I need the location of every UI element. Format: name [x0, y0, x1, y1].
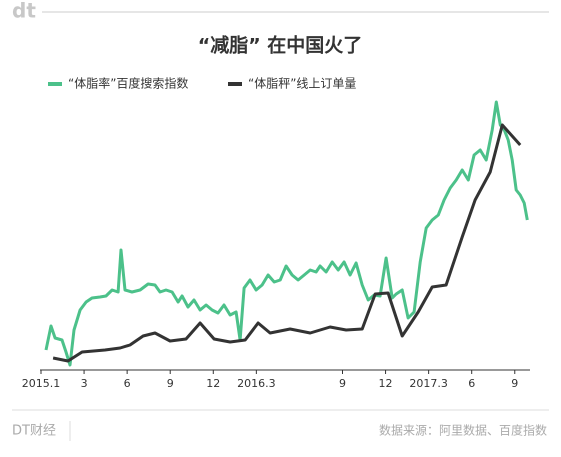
x-tick-label: 2017.3 — [409, 377, 448, 390]
series-line — [44, 100, 529, 367]
x-tick-label: 2015.1 — [22, 377, 61, 390]
footer-brand: DT财经 — [12, 424, 56, 439]
x-tick-label: 9 — [167, 377, 174, 390]
x-tick-label: 6 — [124, 377, 131, 390]
x-tick-label: 3 — [81, 377, 88, 390]
legend-label: “体脂率”百度搜索指数 — [68, 76, 188, 91]
x-tick-label: 9 — [339, 377, 346, 390]
x-tick-label: 2016.3 — [237, 377, 276, 390]
x-tick-label: 12 — [379, 377, 393, 390]
source: 数据来源：阿里数据、百度指数 — [379, 423, 547, 438]
logo: dt — [12, 0, 36, 23]
x-tick-label: 6 — [468, 377, 475, 390]
series-line — [52, 123, 522, 363]
x-tick-label: 12 — [206, 377, 220, 390]
x-tick-label: 9 — [511, 377, 518, 390]
legend-label: “体脂秤”线上订单量 — [248, 76, 356, 91]
chart-title: “减脂” 在中国火了 — [198, 34, 363, 57]
